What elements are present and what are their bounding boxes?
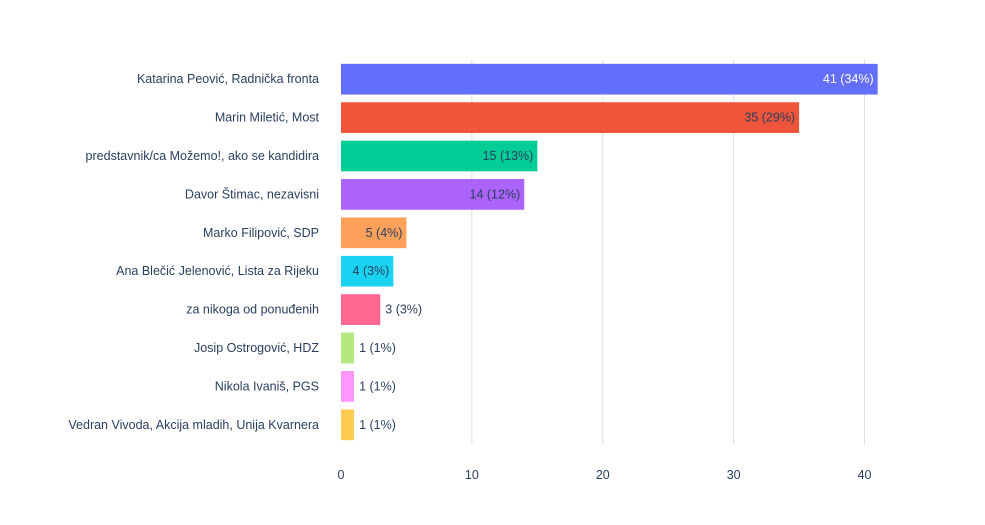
bar[interactable]	[341, 409, 355, 441]
bar[interactable]	[341, 140, 538, 172]
category-label: Ana Blečić Jelenović, Lista za Rijeku	[116, 264, 319, 278]
x-axis-ticks: 0 10 20 30 40	[338, 468, 872, 482]
bar[interactable]	[341, 255, 394, 287]
data-label: 1 (1%)	[359, 341, 396, 355]
data-label: 3 (3%)	[385, 303, 422, 317]
category-label: Marko Filipović, SDP	[203, 226, 319, 240]
data-label: 35 (29%)	[744, 111, 795, 125]
bar[interactable]	[341, 63, 878, 95]
data-label: 14 (12%)	[470, 187, 521, 201]
data-label: 41 (34%)	[823, 72, 874, 86]
category-label: predstavnik/ca Možemo!, ako se kandidira	[86, 149, 319, 163]
category-label: Marin Miletić, Most	[215, 111, 320, 125]
bar[interactable]	[341, 217, 407, 249]
category-label: Nikola Ivaniš, PGS	[215, 379, 319, 393]
bar[interactable]	[341, 102, 800, 133]
bar[interactable]	[341, 332, 355, 364]
data-label: 1 (1%)	[359, 418, 396, 432]
category-label: Vedran Vivoda, Akcija mladih, Unija Kvar…	[68, 418, 319, 432]
category-label: Davor Štimac, nezavisni	[185, 186, 319, 201]
category-label: Josip Ostrogović, HDZ	[194, 341, 319, 355]
data-label: 1 (1%)	[359, 379, 396, 393]
bars	[341, 63, 878, 441]
x-tick-label: 40	[858, 468, 872, 482]
x-tick-label: 10	[465, 468, 479, 482]
category-label: Katarina Peović, Radnička fronta	[137, 72, 319, 86]
bar[interactable]	[341, 179, 525, 210]
data-label: 15 (13%)	[483, 149, 534, 163]
x-tick-label: 30	[727, 468, 741, 482]
x-tick-label: 20	[596, 468, 610, 482]
data-label: 5 (4%)	[366, 226, 403, 240]
data-label: 4 (3%)	[353, 264, 390, 278]
category-labels: Katarina Peović, Radnička fronta Marin Mi…	[68, 72, 319, 432]
category-label: za nikoga od ponuđenih	[186, 303, 319, 317]
bar[interactable]	[341, 294, 381, 325]
x-tick-label: 0	[338, 468, 345, 482]
data-labels: 41 (34%) 35 (29%) 15 (13%) 14 (12%) 5 (4%) 4 …	[353, 72, 874, 432]
bar[interactable]	[341, 371, 355, 402]
